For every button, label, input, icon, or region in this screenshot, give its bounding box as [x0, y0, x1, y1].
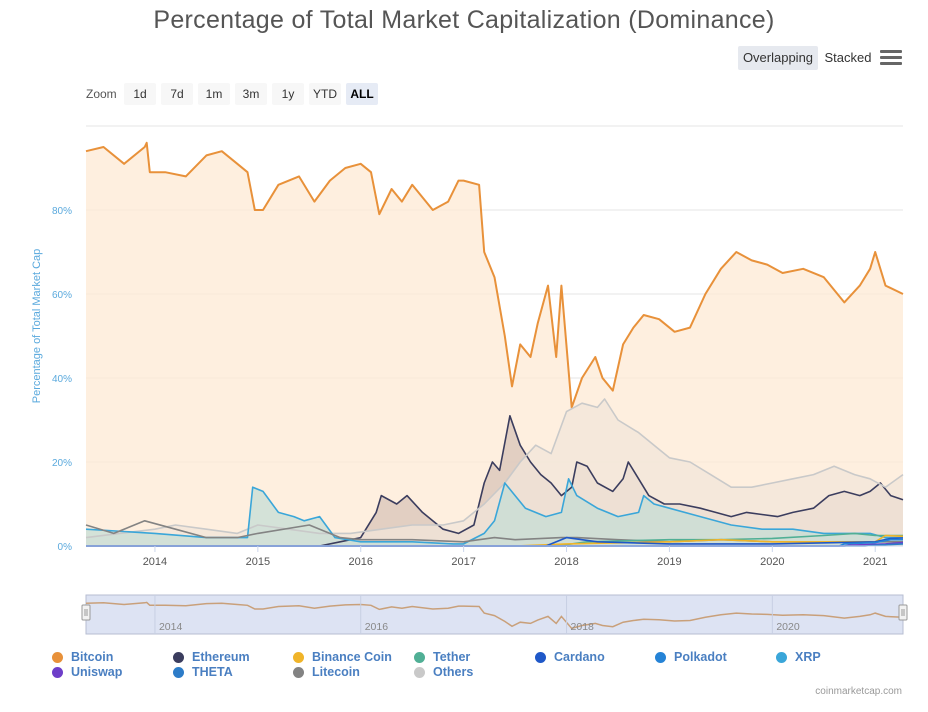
zoom-ytd-button[interactable]: YTD [309, 83, 341, 105]
legend-label: Tether [433, 650, 471, 664]
zoom-7d-button[interactable]: 7d [161, 83, 193, 105]
x-tick-label: 2016 [348, 556, 372, 568]
legend-marker-theta [173, 667, 184, 678]
legend-marker-others [414, 667, 425, 678]
y-tick-label: 20% [52, 458, 72, 469]
legend-label: Polkadot [674, 650, 727, 664]
y-tick-label: 40% [52, 374, 72, 385]
legend-marker-uniswap [52, 667, 63, 678]
zoom-3m-button[interactable]: 3m [235, 83, 267, 105]
navigator-left-handle[interactable] [81, 604, 91, 621]
zoom-1m-button[interactable]: 1m [198, 83, 230, 105]
legend-label: Others [433, 665, 474, 679]
legend-marker-cardano [535, 652, 546, 663]
legend-label: Ethereum [192, 650, 250, 664]
legend-marker-xrp [776, 652, 787, 663]
zoom-all-button[interactable]: ALL [346, 83, 378, 105]
legend-label: THETA [192, 665, 233, 679]
x-tick-label: 2019 [657, 556, 681, 568]
series-line-cardano [86, 536, 904, 547]
zoom-1d-button[interactable]: 1d [124, 83, 156, 105]
y-tick-label: 60% [52, 290, 72, 301]
navigator-series-line [85, 601, 904, 630]
series-line-bitcoin [85, 141, 904, 409]
navigator-right-handle[interactable] [898, 604, 908, 621]
series-line-xrp [85, 478, 903, 545]
overlapping-button[interactable]: Overlapping [738, 46, 818, 70]
legend-marker-litecoin [293, 667, 304, 678]
zoom-1y-button[interactable]: 1y [272, 83, 304, 105]
x-tick-label: 2015 [246, 556, 270, 568]
series-line-ethereum [86, 415, 904, 547]
legend-marker-bitcoin [52, 652, 63, 663]
chart-title: Percentage of Total Market Capitalizatio… [153, 6, 775, 34]
zoom-label: Zoom [86, 87, 117, 101]
x-tick-label: 2018 [554, 556, 578, 568]
navigator-tick-label: 2016 [365, 621, 389, 633]
legend-label: Bitcoin [71, 650, 114, 664]
y-tick-label: 80% [52, 206, 72, 217]
legend-marker-polkadot [655, 652, 666, 663]
legend-marker-binance-coin [293, 652, 304, 663]
legend-label: Litecoin [312, 665, 360, 679]
x-tick-label: 2017 [451, 556, 475, 568]
hamburger-menu-icon[interactable] [880, 50, 902, 66]
legend-label: Uniswap [71, 665, 123, 679]
legend-label: Cardano [554, 650, 605, 664]
credits-link[interactable]: coinmarketcap.com [815, 686, 902, 697]
series-line-others [85, 398, 904, 539]
stacked-button[interactable]: Stacked [824, 50, 872, 65]
y-axis-label: Percentage of Total Market Cap [31, 249, 43, 404]
legend-marker-ethereum [173, 652, 184, 663]
navigator-tick-label: 2020 [776, 621, 800, 633]
legend-label: XRP [795, 650, 821, 664]
legend-marker-tether [414, 652, 425, 663]
legend-label: Binance Coin [312, 650, 392, 664]
x-tick-label: 2021 [863, 556, 887, 568]
navigator-tick-label: 2018 [571, 621, 595, 633]
x-tick-label: 2020 [760, 556, 784, 568]
x-tick-label: 2014 [143, 556, 167, 568]
navigator-tick-label: 2014 [159, 621, 183, 633]
y-tick-label: 0% [58, 542, 73, 553]
area-others [86, 399, 903, 546]
area-bitcoin [86, 142, 903, 547]
